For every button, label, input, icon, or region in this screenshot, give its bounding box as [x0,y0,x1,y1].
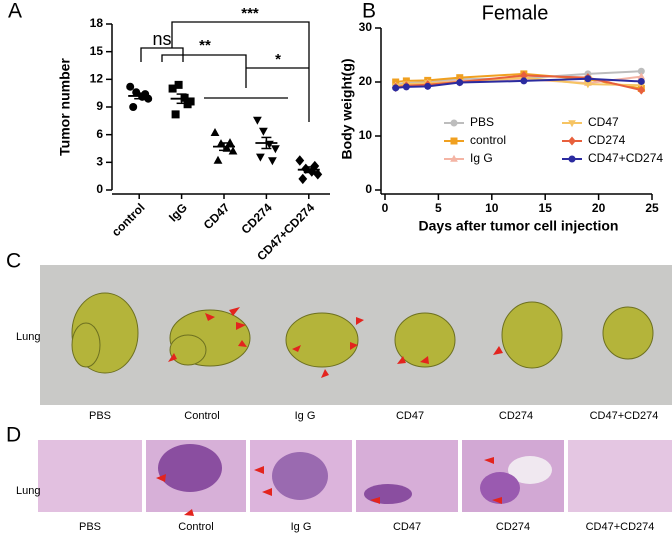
x-tick-label: 0 [382,201,389,215]
x-tick-label: 20 [592,201,606,215]
y-tick-label: 6 [96,127,103,141]
y-tick-label: 0 [96,182,103,196]
data-point [228,146,238,155]
data-point [171,110,180,119]
data-point [132,88,141,97]
y-axis-label: Tumor number [57,58,73,156]
series-point [520,77,528,85]
data-point [180,93,189,102]
data-point [313,169,323,180]
y-tick-label: 3 [96,155,103,169]
panel-letter: C [6,250,21,273]
series-point [392,84,400,92]
y-axis-label: Body weight(g) [339,58,355,159]
data-point [129,103,138,111]
series-point [584,81,592,89]
series-point [402,83,410,91]
x-tick-label: IgG [166,200,190,224]
series-point [456,79,464,87]
data-point [183,100,192,109]
legend-marker [450,137,458,145]
y-tick-label: 12 [90,72,104,86]
data-point [298,173,308,185]
series-point [637,67,645,75]
legend-label: CD47+CD274 [588,151,663,165]
lung-photo [40,265,672,405]
sig-brackets [140,21,310,122]
x-tick-label: 10 [485,201,499,215]
data-point [256,153,265,162]
data-point [174,80,183,89]
legend-label: Ig G [470,151,493,165]
sig-label: * [275,51,281,68]
photo-label: Control [178,521,213,533]
panel-letter: B [362,0,376,23]
y-tick-label: 15 [90,44,104,58]
row-label: Lung [16,331,40,343]
x-tick-label: CD274 [238,200,275,237]
data-point [210,128,220,137]
x-tick-label: 15 [539,201,553,215]
photo-label: Control [184,410,219,422]
y-tick-label: 9 [96,99,103,113]
legend-label: CD274 [588,133,626,147]
sig-label: ** [199,37,211,54]
photo-label: CD47 [396,410,424,422]
legend-label: CD47 [588,115,619,129]
data-point [259,127,268,136]
data-point [213,155,223,164]
data-point [253,116,262,125]
series-point [519,70,528,81]
data-point [168,84,177,93]
series-point [637,72,646,80]
y-tick-label: 30 [359,20,373,34]
photo-label: CD47+CD274 [586,521,655,533]
legend-label: control [470,133,506,147]
legend-marker [450,119,458,127]
series-point [637,85,646,95]
y-tick-label: 10 [359,128,373,142]
data-point [126,82,135,91]
x-axis-label: Days after tumor cell injection [419,218,619,234]
panel-letter: A [8,0,22,23]
photo-label: PBS [79,521,101,533]
legend-marker [568,155,576,163]
data-point [271,145,280,154]
data-point [310,160,320,172]
x-tick-label: 25 [645,201,659,215]
photo-label: PBS [89,410,111,422]
series-point [637,77,645,85]
legend-marker [568,120,576,128]
chart-title: Female [482,2,549,24]
x-tick-label: control [109,200,148,239]
photo-label: Ig G [291,521,312,533]
row-label: Lung [16,485,40,497]
legend-label: PBS [470,115,494,129]
photo-label: CD47 [393,521,421,533]
data-point [295,155,305,166]
panel-letter: D [6,424,21,447]
data-point [268,157,277,166]
sig-label: *** [241,5,259,22]
photo-label: CD274 [496,521,530,533]
x-tick-label: 5 [435,201,442,215]
y-tick-label: 0 [365,182,372,196]
data-point [141,90,150,99]
y-tick-label: 18 [90,16,104,30]
data-point [225,138,235,147]
photo-label: CD47+CD274 [590,410,659,422]
sig-label: ns [152,29,171,49]
series-point [584,75,592,83]
y-tick-label: 20 [359,74,373,88]
photo-label: Ig G [295,410,316,422]
x-tick-label: CD47 [201,200,233,232]
histology-photos [38,440,672,516]
legend-marker [568,136,576,146]
series-point [424,82,432,90]
legend-marker [450,154,458,162]
photo-label: CD274 [499,410,533,422]
